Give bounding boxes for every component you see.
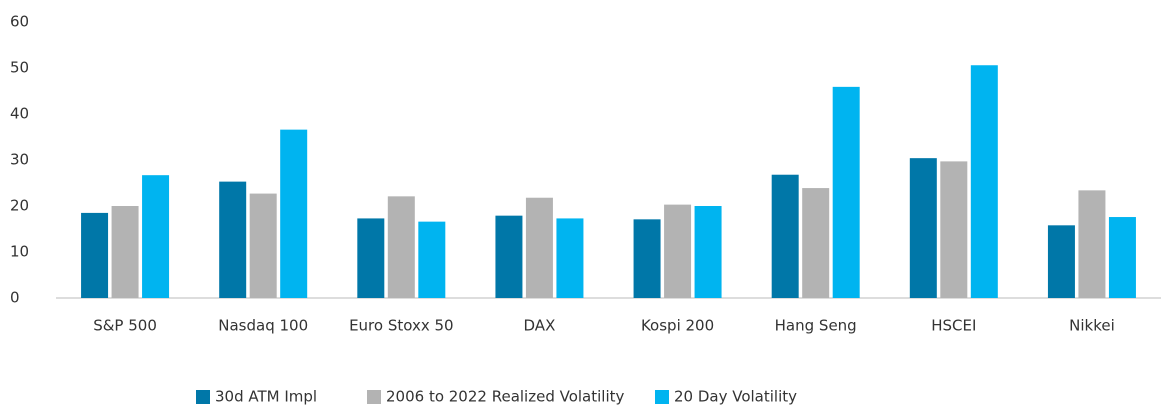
y-tick-label: 10 (10, 243, 29, 261)
x-tick-label: Nikkei (1069, 317, 1115, 335)
bar (832, 86, 860, 298)
bar (970, 65, 998, 299)
y-tick-label: 60 (10, 13, 29, 31)
y-tick-label: 50 (10, 59, 29, 77)
y-tick-label: 20 (10, 197, 29, 215)
x-tick-label: DAX (524, 317, 556, 335)
y-tick-label: 30 (10, 151, 29, 169)
bar (1108, 217, 1136, 298)
bar (633, 219, 661, 298)
legend-swatch (367, 390, 381, 404)
bar (664, 204, 692, 298)
x-tick-label: Euro Stoxx 50 (349, 317, 454, 335)
x-tick-label: Hang Seng (775, 317, 857, 335)
bar (525, 197, 553, 298)
bar (142, 175, 170, 298)
y-tick-label: 40 (10, 105, 29, 123)
legend-swatch (655, 390, 669, 404)
x-tick-label: S&P 500 (93, 317, 157, 335)
legend-label: 20 Day Volatility (674, 388, 797, 406)
bar (1078, 190, 1106, 298)
legend-label: 2006 to 2022 Realized Volatility (386, 388, 625, 406)
bar (418, 221, 446, 298)
legend-swatch (196, 390, 210, 404)
x-tick-label: HSCEI (931, 317, 976, 335)
x-tick-label: Nasdaq 100 (218, 317, 308, 335)
bar (111, 206, 139, 298)
x-tick-label: Kospi 200 (641, 317, 714, 335)
bar (1047, 225, 1075, 298)
bar (940, 161, 968, 298)
y-tick-label: 0 (10, 289, 20, 307)
bar (771, 174, 799, 298)
legend-label: 30d ATM Impl (215, 388, 317, 406)
bar (249, 193, 277, 298)
bar (909, 158, 937, 298)
bar (81, 212, 109, 298)
bar (495, 215, 523, 298)
bar (387, 196, 415, 298)
bar (802, 188, 830, 298)
bar (556, 218, 584, 298)
bar (219, 181, 247, 298)
bar (357, 218, 385, 298)
bar (694, 206, 722, 298)
bar (280, 129, 308, 298)
